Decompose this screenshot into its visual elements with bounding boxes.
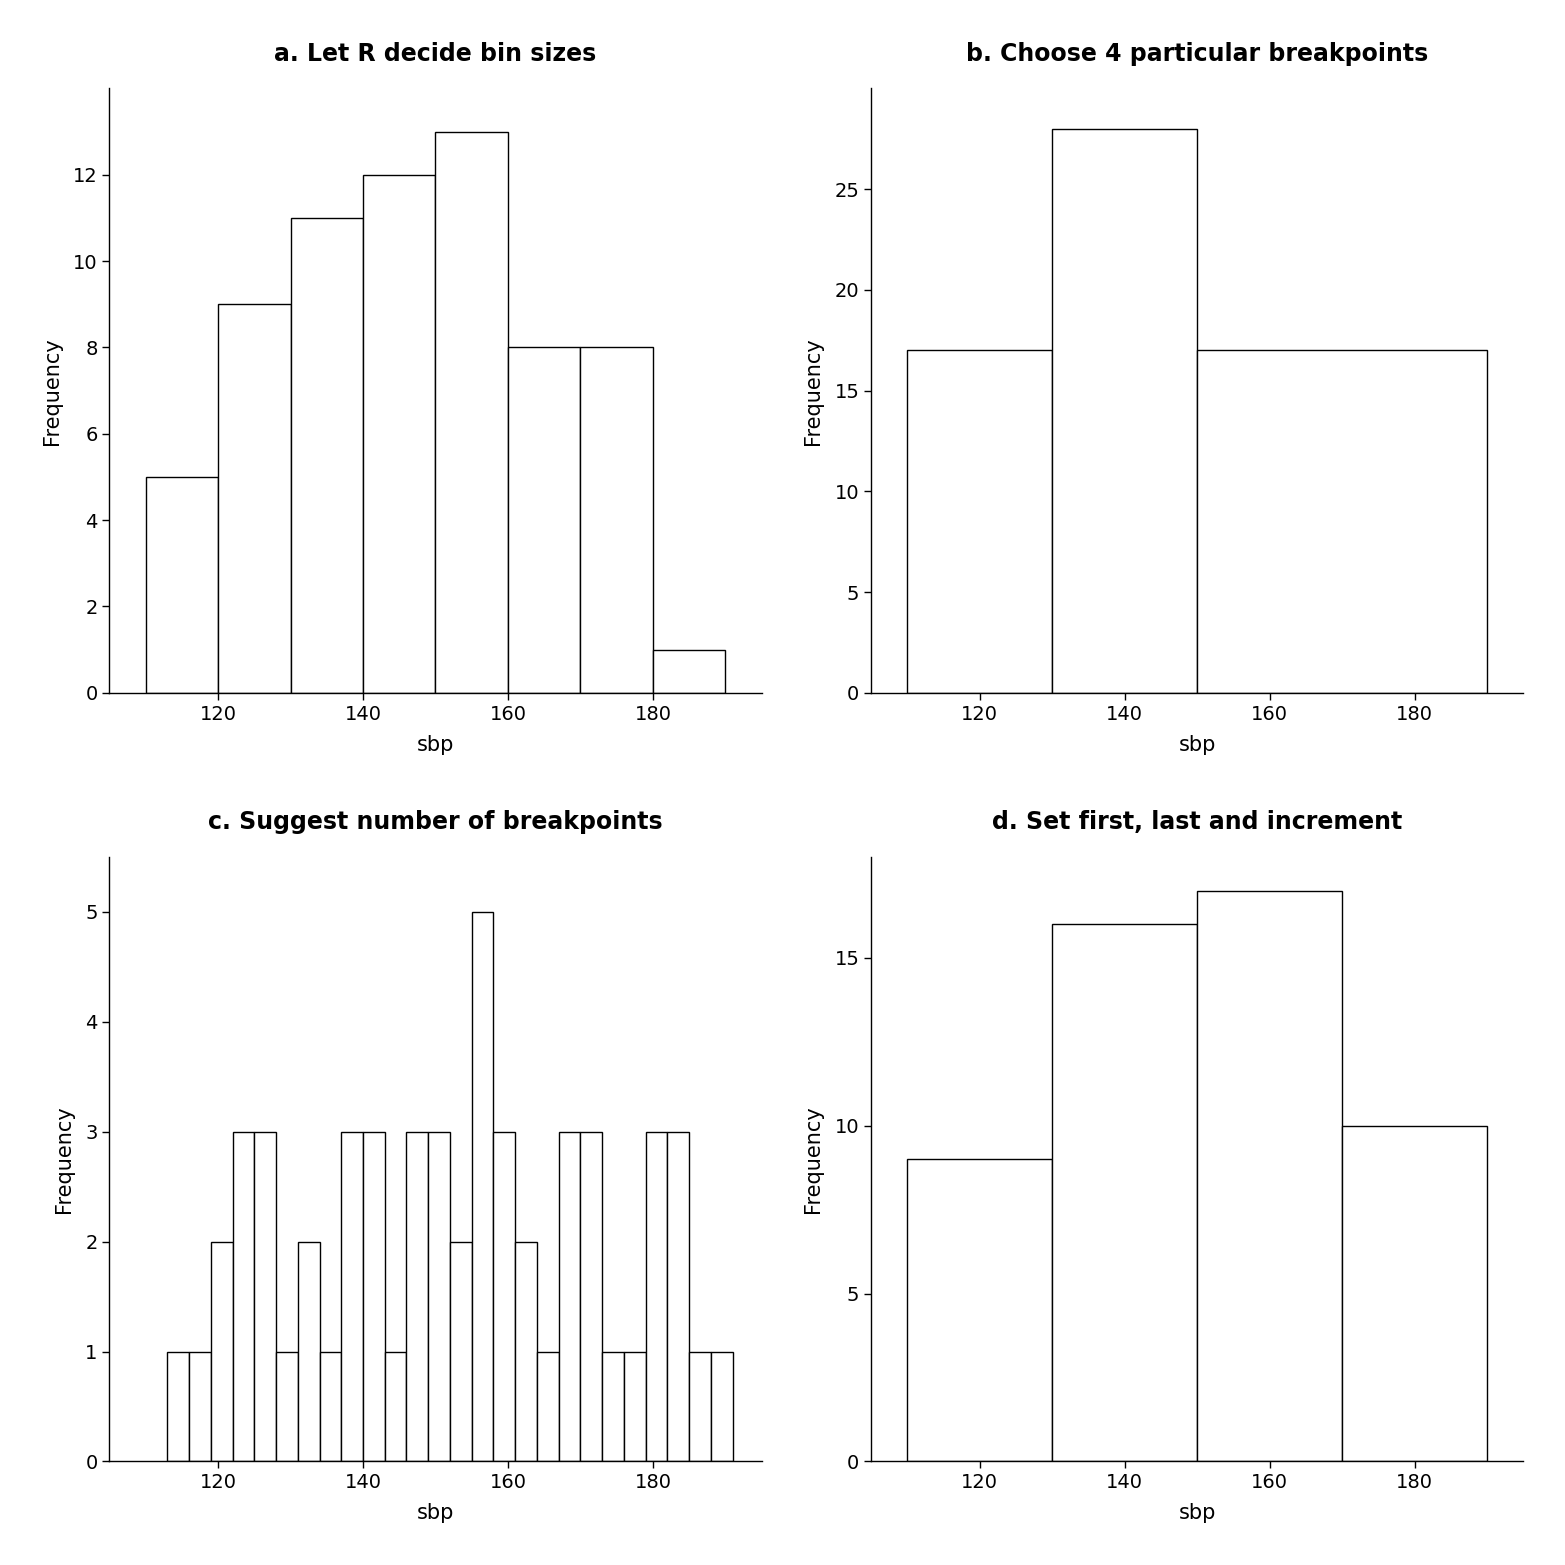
Y-axis label: Frequency: Frequency <box>803 336 823 444</box>
Bar <box>581 347 653 693</box>
Title: a. Let R decide bin sizes: a. Let R decide bin sizes <box>274 42 596 66</box>
Bar <box>1197 351 1487 693</box>
Bar <box>559 1131 581 1462</box>
Bar <box>581 1131 603 1462</box>
Bar <box>233 1131 254 1462</box>
Bar <box>515 1241 537 1462</box>
Bar <box>435 131 509 693</box>
Bar <box>667 1131 689 1462</box>
Bar <box>189 1352 211 1462</box>
Bar <box>689 1352 711 1462</box>
Bar <box>341 1131 363 1462</box>
Bar <box>211 1241 233 1462</box>
X-axis label: sbp: sbp <box>1178 1504 1216 1523</box>
Bar <box>711 1352 732 1462</box>
Bar <box>646 1131 667 1462</box>
Bar <box>363 1131 385 1462</box>
Bar <box>146 477 218 693</box>
Title: b. Choose 4 particular breakpoints: b. Choose 4 particular breakpoints <box>966 42 1429 66</box>
Bar <box>275 1352 297 1462</box>
X-axis label: sbp: sbp <box>416 1504 454 1523</box>
Bar <box>908 1160 1052 1462</box>
Title: d. Set first, last and increment: d. Set first, last and increment <box>992 811 1402 834</box>
Y-axis label: Frequency: Frequency <box>53 1105 74 1213</box>
X-axis label: sbp: sbp <box>416 734 454 754</box>
Bar <box>509 347 581 693</box>
Y-axis label: Frequency: Frequency <box>42 336 61 444</box>
Bar <box>908 351 1052 693</box>
Bar <box>653 649 725 693</box>
Bar <box>385 1352 407 1462</box>
Bar <box>624 1352 646 1462</box>
Bar <box>1052 128 1197 693</box>
Bar <box>1197 890 1343 1462</box>
Bar <box>167 1352 189 1462</box>
Title: c. Suggest number of breakpoints: c. Suggest number of breakpoints <box>208 811 664 834</box>
Bar <box>1052 925 1197 1462</box>
Bar <box>429 1131 451 1462</box>
Bar <box>218 304 291 693</box>
Bar <box>451 1241 471 1462</box>
Bar <box>537 1352 559 1462</box>
Y-axis label: Frequency: Frequency <box>803 1105 823 1213</box>
Bar <box>297 1241 319 1462</box>
Bar <box>254 1131 275 1462</box>
Bar <box>407 1131 429 1462</box>
Bar <box>319 1352 341 1462</box>
Bar <box>493 1131 515 1462</box>
Bar <box>291 218 363 693</box>
X-axis label: sbp: sbp <box>1178 734 1216 754</box>
Bar <box>603 1352 624 1462</box>
Bar <box>471 912 493 1462</box>
Bar <box>1343 1125 1487 1462</box>
Bar <box>363 175 435 693</box>
